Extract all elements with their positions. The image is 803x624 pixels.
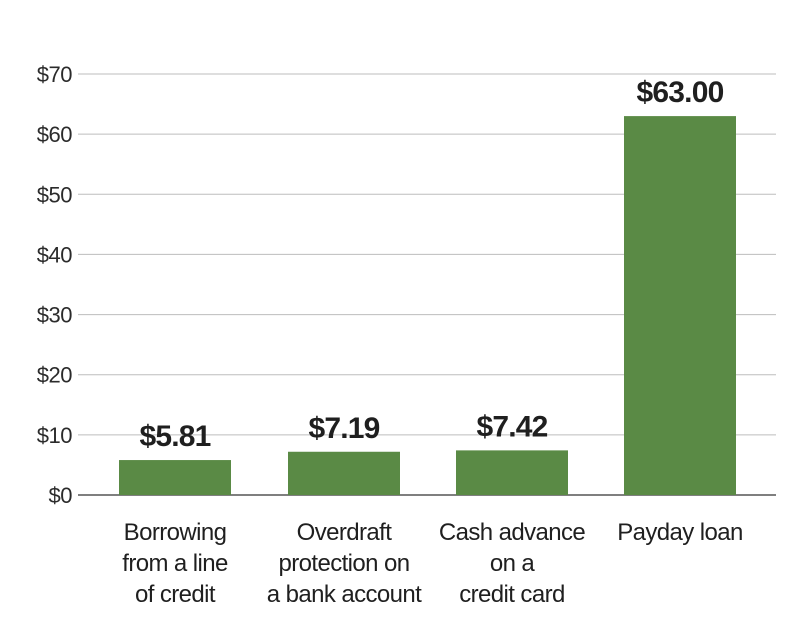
bar xyxy=(456,450,568,495)
category-labels: Borrowing from a line of credit Overdraft pr… xyxy=(122,519,743,608)
data-label: $7.19 xyxy=(308,412,379,445)
y-tick-label: $40 xyxy=(37,242,72,267)
y-tick-label: $30 xyxy=(37,303,72,328)
bar xyxy=(119,460,231,495)
category-label-line: from a line xyxy=(122,550,228,577)
category-label-line: of credit xyxy=(135,581,216,608)
category-label-line: credit card xyxy=(459,581,564,608)
y-tick-label: $70 xyxy=(37,62,72,87)
y-tick-label: $20 xyxy=(37,363,72,388)
data-label: $5.81 xyxy=(139,420,210,453)
data-label: $7.42 xyxy=(476,410,547,443)
y-axis-ticks: $0 $10 $20 $30 $40 $50 $60 $70 xyxy=(37,62,73,508)
category-label: Borrowing from a line of credit xyxy=(122,519,228,608)
category-label-line: protection on xyxy=(279,550,410,577)
category-label-line: on a xyxy=(490,550,536,577)
bars xyxy=(119,116,736,495)
category-label: Overdraft protection on a bank account xyxy=(267,519,422,608)
category-label-line: Payday loan xyxy=(617,519,743,546)
category-label: Cash advance on a credit card xyxy=(439,519,585,608)
bar xyxy=(624,116,736,495)
data-labels: $5.81 $7.19 $7.42 $63.00 xyxy=(139,76,724,453)
data-label: $63.00 xyxy=(637,76,724,109)
category-label-line: Overdraft xyxy=(297,519,393,546)
category-label-line: Cash advance xyxy=(439,519,585,546)
category-label-line: Borrowing xyxy=(124,519,227,546)
y-tick-label: $10 xyxy=(37,423,72,448)
y-tick-label: $0 xyxy=(49,483,73,508)
bar xyxy=(288,451,400,495)
category-label-line: a bank account xyxy=(267,581,422,608)
y-tick-label: $60 xyxy=(37,122,72,147)
category-label: Payday loan xyxy=(617,519,743,546)
y-tick-label: $50 xyxy=(37,182,72,207)
